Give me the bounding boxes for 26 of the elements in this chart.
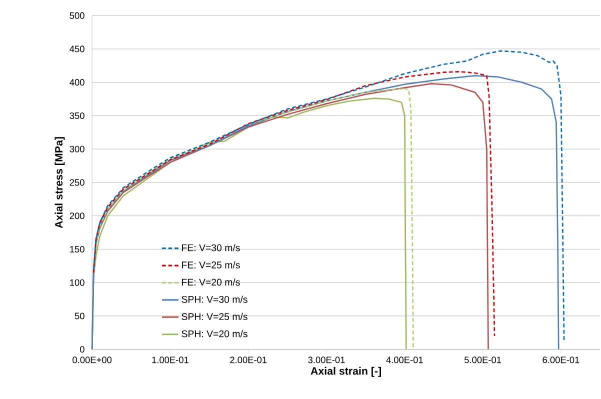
y-tick-label: 400 bbox=[70, 79, 84, 86]
legend-label: SPH: V=25 m/s bbox=[182, 312, 248, 320]
legend-label: FE: V=30 m/s bbox=[182, 244, 240, 252]
y-tick-label: 250 bbox=[70, 179, 84, 186]
legend-label: SPH: V=20 m/s bbox=[182, 330, 248, 338]
y-tick-label: 50 bbox=[74, 312, 84, 320]
legend-label: SPH: V=30 m/s bbox=[182, 296, 248, 303]
y-tick-label: 500 bbox=[70, 12, 84, 19]
y-tick-label: 150 bbox=[70, 246, 84, 252]
y-tick-label: 100 bbox=[70, 279, 84, 286]
x-tick-label: 0.00E+00 bbox=[72, 356, 112, 364]
legend-label: FE: V=25 m/s bbox=[182, 261, 240, 268]
y-tick-label: 200 bbox=[70, 212, 84, 220]
y-tick-label: 450 bbox=[70, 46, 84, 52]
x-tick-label: 5.00E-01 bbox=[464, 356, 502, 364]
x-tick-label: 1.00E-01 bbox=[152, 356, 188, 364]
x-tick-label: 3.00E-01 bbox=[308, 356, 345, 364]
y-tick-label: 300 bbox=[70, 146, 84, 152]
x-tick-label: 2.00E-01 bbox=[230, 356, 267, 364]
y-tick-label: 350 bbox=[70, 112, 84, 119]
x-axis-title: Axial strain [-] bbox=[310, 366, 381, 377]
legend-label: FE: V=20 m/s bbox=[182, 278, 240, 286]
x-tick-label: 6.00E-01 bbox=[542, 356, 580, 364]
x-tick-label: 4.00E-01 bbox=[386, 356, 423, 364]
y-axis-title: Axial stress [MPa] bbox=[54, 137, 65, 228]
y-tick-label: 0 bbox=[80, 346, 84, 353]
